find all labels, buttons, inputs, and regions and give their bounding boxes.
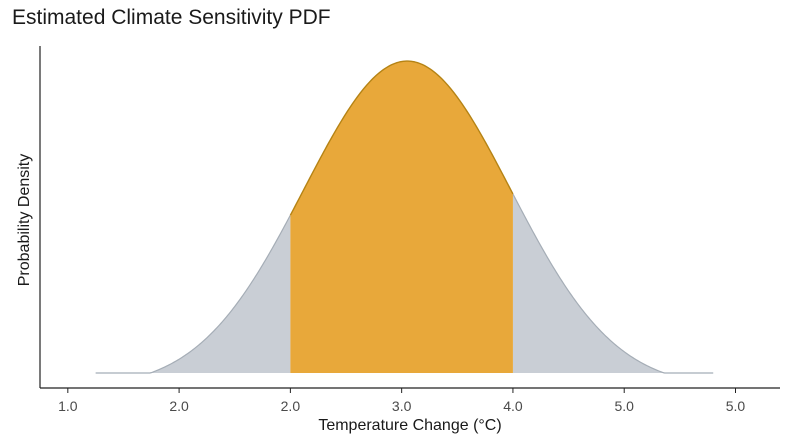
chart-title: Estimated Climate Sensitivity PDF <box>12 6 331 29</box>
right-tail-outline <box>512 193 714 374</box>
x-tick-label: 5.0 <box>726 398 746 414</box>
y-axis-label: Probability Density <box>16 154 33 287</box>
x-tick-label: 2.0 <box>169 398 189 414</box>
x-axis-label: Temperature Change (°C) <box>318 417 501 434</box>
left-tail-outline <box>95 214 291 374</box>
right-tail-area <box>512 193 714 373</box>
left-tail-area <box>95 215 291 373</box>
x-tick-label: 1.0 <box>58 398 78 414</box>
x-tick-label: 5.0 <box>614 398 634 414</box>
density-area-layer <box>95 60 714 374</box>
highlighted-interval-area <box>290 61 513 374</box>
x-tick-label: 3.0 <box>392 398 412 414</box>
x-ticks: 1.0 2.0 2.0 3.0 4.0 5.0 5.0 <box>58 388 745 414</box>
highlighted-interval-outline <box>289 60 514 216</box>
x-tick-label: 2.0 <box>281 398 301 414</box>
x-tick-label: 4.0 <box>503 398 523 414</box>
